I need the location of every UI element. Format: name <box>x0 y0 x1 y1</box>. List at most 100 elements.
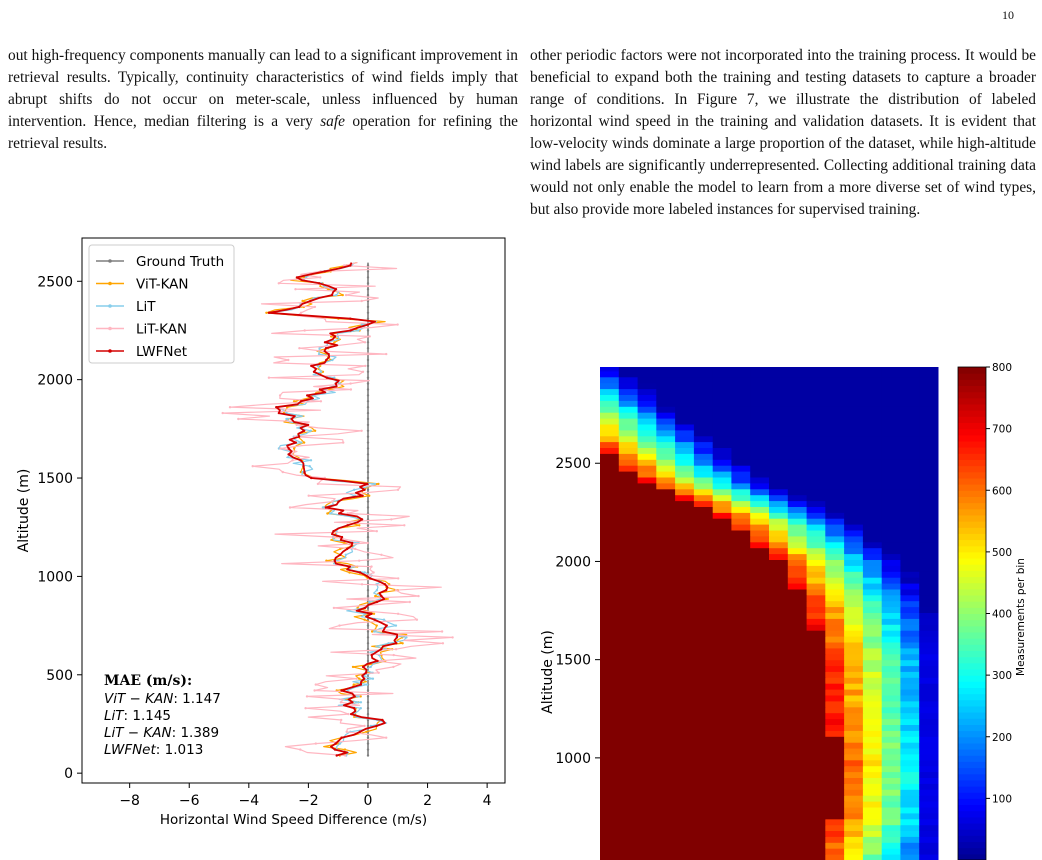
heatmap-cell <box>787 547 808 555</box>
heatmap-cell <box>600 689 620 696</box>
heatmap-cell <box>881 706 901 714</box>
heatmap-cell <box>769 500 789 507</box>
heatmap-cell <box>656 418 676 425</box>
heatmap-cell <box>656 777 676 784</box>
colorbar-segment <box>958 484 986 491</box>
heatmap-cell <box>825 388 845 395</box>
heatmap-cell <box>844 388 864 395</box>
heatmap-cell <box>862 736 883 743</box>
legend-label: ViT-KAN <box>136 277 189 293</box>
heatmap-cell <box>862 689 883 696</box>
series-point <box>279 447 282 450</box>
heatmap-cell <box>731 459 751 466</box>
heatmap-cell <box>731 559 751 566</box>
colorbar-segment <box>958 576 986 584</box>
heatmap-cell <box>806 577 826 584</box>
heatmap-cell <box>750 836 770 843</box>
heatmap-cell <box>806 848 826 855</box>
heatmap-cell <box>919 712 939 720</box>
heatmap-cell <box>731 606 751 613</box>
heatmap-cell <box>900 836 920 843</box>
heatmap-cell <box>750 753 770 761</box>
heatmap-cell <box>825 547 845 555</box>
series-point <box>366 394 370 397</box>
heatmap-cell <box>675 801 695 808</box>
series-point <box>340 718 343 722</box>
heatmap-cell <box>600 736 620 743</box>
heatmap-cell <box>656 659 676 667</box>
heatmap-cell <box>675 370 695 378</box>
heatmap-cell <box>787 606 808 613</box>
heatmap-cell <box>600 636 620 643</box>
heatmap-cell <box>806 653 826 661</box>
heatmap-cell <box>750 376 770 384</box>
heatmap-cell <box>693 724 714 731</box>
heatmap-cell <box>750 789 770 796</box>
heatmap-cell <box>825 683 845 690</box>
heatmap-cell <box>600 748 620 755</box>
heatmap-cell <box>693 842 714 849</box>
heatmap-cell <box>787 789 808 796</box>
heatmap-cell <box>750 771 770 778</box>
heatmap-cell <box>919 382 939 390</box>
heatmap-cell <box>600 742 620 749</box>
series-point <box>366 659 370 663</box>
heatmap-cell <box>750 412 770 419</box>
heatmap-cell <box>900 824 920 831</box>
heatmap-cell <box>769 671 789 678</box>
heatmap-cell <box>750 712 770 720</box>
series-point <box>385 352 388 356</box>
heatmap-cell <box>712 748 732 755</box>
series-point <box>335 754 338 757</box>
heatmap-cell <box>900 647 920 655</box>
series-point <box>396 612 400 615</box>
heatmap-cell <box>881 535 901 543</box>
series-point <box>371 677 375 680</box>
heatmap-cell <box>806 624 826 631</box>
series-point <box>319 276 322 279</box>
series-point <box>359 701 363 704</box>
colorbar-segment <box>958 570 986 578</box>
heatmap-cell <box>769 530 789 537</box>
heatmap-cell <box>637 807 657 814</box>
heatmap-cell <box>769 818 789 826</box>
heatmap-cell <box>844 842 864 849</box>
heatmap-cell <box>656 783 676 790</box>
heatmap-cell <box>750 565 770 572</box>
heatmap-cell <box>806 382 826 390</box>
heatmap-cell <box>656 759 676 767</box>
heatmap-cell <box>862 653 883 661</box>
heatmap-cell <box>600 488 620 496</box>
heatmap-cell <box>618 789 639 796</box>
series-point <box>355 677 358 680</box>
series-point <box>275 406 278 409</box>
heatmap-cell <box>919 612 939 619</box>
series-point <box>394 589 398 592</box>
heatmap-cell <box>900 700 920 708</box>
heatmap-cell <box>712 459 732 466</box>
series-point <box>373 482 377 486</box>
heatmap-cell <box>693 801 714 808</box>
heatmap-cell <box>919 742 939 749</box>
heatmap-cell <box>750 594 770 602</box>
heatmap-cell <box>900 388 920 395</box>
heatmap-cell <box>806 494 826 502</box>
series-point <box>358 730 362 733</box>
heatmap-cell <box>769 376 789 384</box>
heatmap-cell <box>618 588 639 596</box>
heatmap-cell <box>862 606 883 613</box>
heatmap-cell <box>862 753 883 761</box>
series-point <box>331 358 334 362</box>
heatmap-cell <box>825 370 845 378</box>
heatmap-cell <box>769 571 789 578</box>
heatmap-cell <box>750 418 770 425</box>
heatmap-cell <box>618 724 639 731</box>
series-point <box>265 311 268 314</box>
heatmap-cell <box>862 630 883 637</box>
heatmap-cell <box>862 488 883 496</box>
heatmap-cell <box>919 700 939 708</box>
heatmap-cell <box>844 653 864 661</box>
heatmap-cell <box>712 547 732 555</box>
heatmap-cell <box>600 836 620 843</box>
heatmap-cell <box>919 477 939 484</box>
